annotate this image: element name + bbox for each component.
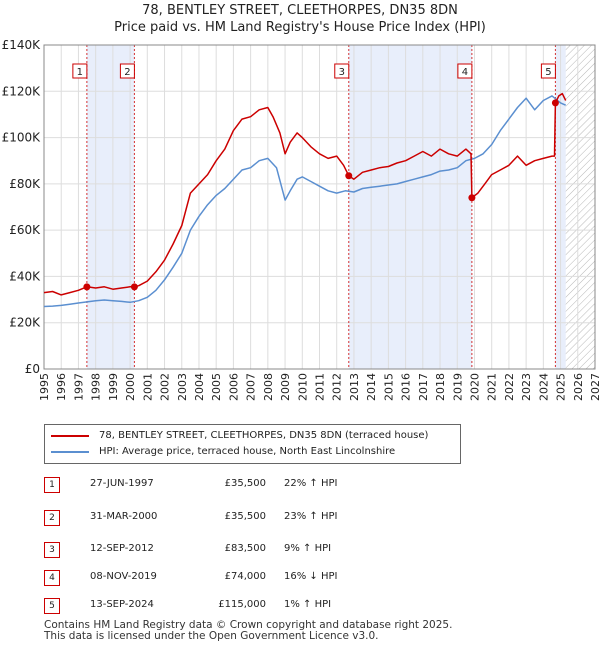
x-tick-label: 2020: [468, 373, 481, 401]
sale-hpi-diff: 23% ↑ HPI: [284, 511, 338, 522]
sale-price: £74,000: [224, 571, 266, 582]
table-row: 4 08-NOV-2019 £74,000 16% ↓ HPI: [44, 568, 464, 588]
sale-date: 13-SEP-2024: [90, 599, 154, 610]
x-tick-label: 2027: [589, 373, 600, 401]
sale-number-label: 3: [339, 67, 345, 78]
x-tick-label: 2012: [331, 373, 344, 401]
sale-number-badge: 5: [44, 598, 60, 614]
footer-line-2: This data is licensed under the Open Gov…: [44, 630, 379, 642]
x-tick-label: 2013: [348, 373, 361, 401]
sale-number-badge: 2: [44, 510, 60, 526]
sale-price: £115,000: [218, 599, 266, 610]
sale-point: [130, 283, 138, 291]
table-row: 5 13-SEP-2024 £115,000 1% ↑ HPI: [44, 596, 464, 616]
x-tick-label: 2001: [141, 373, 154, 401]
x-tick-label: 1998: [90, 373, 103, 401]
x-tick-label: 2003: [176, 373, 189, 401]
y-tick-label: £60K: [9, 223, 41, 237]
price-chart: £0 £20K £40K £60K £80K £100K £120K £140K 1995 199…: [2, 38, 600, 401]
y-tick-label: £120K: [2, 84, 42, 98]
sale-hpi-diff: 9% ↑ HPI: [284, 543, 332, 554]
table-row: 1 27-JUN-1997 £35,500 22% ↑ HPI: [44, 475, 464, 495]
x-tick-label: 2021: [486, 373, 499, 401]
table-row: 3 12-SEP-2012 £83,500 9% ↑ HPI: [44, 540, 464, 560]
x-tick-label: 2004: [193, 373, 206, 401]
sale-price: £35,500: [224, 478, 266, 489]
forecast-hatch: [565, 45, 595, 369]
sale-hpi-diff: 22% ↑ HPI: [284, 478, 338, 489]
x-tick-label: 1996: [55, 373, 68, 401]
sale-number-label: 4: [462, 67, 468, 78]
x-tick-label: 2023: [520, 373, 533, 401]
sale-hpi-diff: 16% ↓ HPI: [284, 571, 338, 582]
y-tick-label: £40K: [9, 269, 41, 283]
x-tick-label: 2002: [159, 373, 172, 401]
y-tick-label: £140K: [2, 38, 42, 52]
x-tick-label: 2006: [227, 373, 240, 401]
sale-number-box: [119, 63, 135, 79]
y-tick-label: £0: [25, 362, 40, 376]
sale-date: 08-NOV-2019: [90, 571, 157, 582]
hpi-line: [43, 95, 567, 308]
x-tick-label: 2011: [314, 373, 327, 401]
sale-number-badge: 1: [44, 477, 60, 493]
x-tick-label: 2016: [400, 373, 413, 401]
y-tick-label: £20K: [9, 316, 41, 330]
sale-point: [468, 194, 476, 202]
y-tick-label: £100K: [2, 131, 42, 145]
sale-date: 12-SEP-2012: [90, 543, 154, 554]
x-tick-label: 2008: [262, 373, 275, 401]
chart-legend: 78, BENTLEY STREET, CLEETHORPES, DN35 8D…: [44, 424, 461, 464]
legend-label-price: 78, BENTLEY STREET, CLEETHORPES, DN35 8D…: [99, 430, 429, 441]
table-row: 2 31-MAR-2000 £35,500 23% ↑ HPI: [44, 508, 464, 528]
x-tick-label: 2015: [382, 373, 395, 401]
x-tick-label: 2025: [555, 373, 568, 401]
shaded-span-2: [348, 45, 472, 369]
legend-swatch-price: [51, 435, 89, 437]
x-tick-label: 1997: [72, 373, 85, 401]
x-tick-label: 2024: [537, 373, 550, 401]
legend-label-hpi: HPI: Average price, terraced house, Nort…: [99, 446, 396, 457]
title-line-1: 78, BENTLEY STREET, CLEETHORPES, DN35 8D…: [142, 3, 458, 18]
x-tick-label: 1999: [107, 373, 120, 401]
sale-number-box: [72, 63, 88, 79]
sale-number-box: [457, 63, 473, 79]
x-tick-label: 2009: [279, 373, 292, 401]
footer-attribution: Contains HM Land Registry data © Crown c…: [44, 620, 584, 642]
x-tick-label: 2018: [434, 373, 447, 401]
sale-point: [345, 172, 353, 180]
sale-number-label: 2: [124, 67, 130, 78]
sale-number-label: 1: [77, 67, 83, 78]
sale-price: £35,500: [224, 511, 266, 522]
x-tick-label: 2014: [365, 373, 378, 401]
x-tick-label: 2017: [417, 373, 430, 401]
x-tick-label: 2019: [451, 373, 464, 401]
footer-line-1: Contains HM Land Registry data © Crown c…: [44, 619, 453, 631]
sale-hpi-diff: 1% ↑ HPI: [284, 599, 332, 610]
y-tick-label: £80K: [9, 177, 41, 191]
sale-price: £83,500: [224, 543, 266, 554]
sale-number-box: [540, 63, 556, 79]
sale-number-box: [334, 63, 350, 79]
sale-date: 27-JUN-1997: [90, 478, 154, 489]
x-tick-label: 2005: [210, 373, 223, 401]
chart-title: 78, BENTLEY STREET, CLEETHORPES, DN35 8D…: [0, 2, 600, 36]
sale-number-badge: 3: [44, 542, 60, 558]
sale-date: 31-MAR-2000: [90, 511, 158, 522]
sale-point: [83, 283, 91, 291]
sale-point: [551, 99, 559, 107]
sale-number-badge: 4: [44, 570, 60, 586]
x-tick-label: 2026: [572, 373, 585, 401]
sale-number-label: 5: [545, 67, 551, 78]
x-tick-label: 1995: [38, 373, 51, 401]
x-tick-label: 2022: [503, 373, 516, 401]
plot-frame: [43, 44, 596, 370]
x-tick-label: 2007: [245, 373, 258, 401]
legend-swatch-hpi: [51, 451, 89, 453]
x-tick-label: 2000: [124, 373, 137, 401]
x-tick-label: 2010: [296, 373, 309, 401]
shaded-span-1: [86, 45, 135, 369]
title-line-2: Price paid vs. HM Land Registry's House …: [114, 20, 486, 35]
